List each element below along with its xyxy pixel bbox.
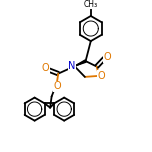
Polygon shape xyxy=(75,60,86,66)
Text: N: N xyxy=(68,61,76,71)
Text: O: O xyxy=(53,81,61,91)
Text: O: O xyxy=(98,71,105,81)
Text: CH₃: CH₃ xyxy=(84,0,98,9)
Text: O: O xyxy=(103,52,111,62)
Text: O: O xyxy=(42,64,50,73)
